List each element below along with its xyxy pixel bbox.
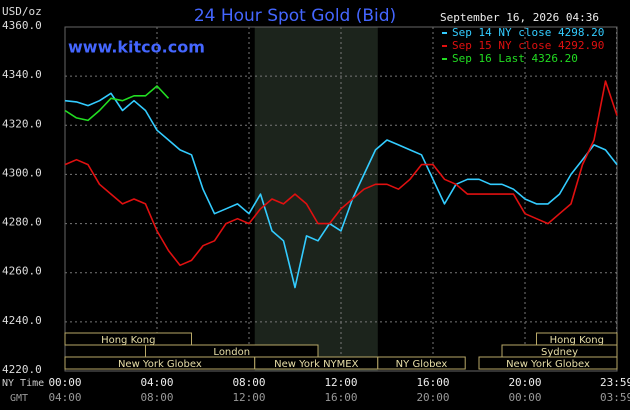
x2-tick-label: 04:00 bbox=[48, 391, 81, 404]
x-tick-label: 20:00 bbox=[508, 376, 541, 389]
y-axis-label: USD/oz bbox=[2, 5, 42, 18]
y-tick-label: 4260.0 bbox=[2, 265, 42, 278]
legend-swatch bbox=[442, 32, 447, 34]
session-box bbox=[478, 356, 618, 370]
session-label: Hong Kong bbox=[101, 335, 155, 346]
shaded-region bbox=[254, 27, 378, 371]
plot-background bbox=[64, 26, 618, 372]
x-tick-label: 12:00 bbox=[324, 376, 357, 389]
x2-tick-label: 12:00 bbox=[232, 391, 265, 404]
series-line bbox=[64, 92, 618, 289]
session-label: NY Globex bbox=[396, 359, 448, 370]
x2-tick-label: 08:00 bbox=[140, 391, 173, 404]
session-label: New York NYMEX bbox=[274, 359, 359, 370]
y-tick-label: 4280.0 bbox=[2, 216, 42, 229]
y-tick-label: 4360.0 bbox=[2, 19, 42, 32]
x2-tick-label: 20:00 bbox=[416, 391, 449, 404]
series-line bbox=[64, 85, 170, 122]
legend-label: Sep 14 NY close 4298.20 bbox=[452, 26, 604, 39]
timestamp: September 16, 2026 04:36 bbox=[440, 11, 599, 24]
legend-label: Sep 16 Last 4326.20 bbox=[452, 52, 578, 65]
x2-tick-label: 00:00 bbox=[508, 391, 541, 404]
session-label: New York Globex bbox=[118, 359, 202, 370]
site-url: www.kitco.com bbox=[68, 38, 205, 57]
legend-swatch bbox=[442, 45, 447, 47]
x-tick-label: 08:00 bbox=[232, 376, 265, 389]
x-axis-label: NY Time bbox=[2, 378, 44, 389]
x-tick-label: 16:00 bbox=[416, 376, 449, 389]
session-label: Hong Kong bbox=[550, 335, 604, 346]
y-tick-label: 4320.0 bbox=[2, 117, 42, 130]
y-tick-label: 4240.0 bbox=[2, 314, 42, 327]
x2-axis-label: GMT bbox=[10, 393, 28, 404]
session-box bbox=[64, 332, 192, 346]
session-label: New York Globex bbox=[506, 359, 590, 370]
legend-swatch bbox=[442, 58, 447, 60]
session-label: Sydney bbox=[541, 347, 578, 358]
series-line bbox=[64, 80, 618, 267]
x2-tick-label: 03:59 bbox=[600, 391, 630, 404]
x-tick-label: 04:00 bbox=[140, 376, 173, 389]
y-tick-label: 4340.0 bbox=[2, 68, 42, 81]
x-tick-label: 00:00 bbox=[48, 376, 81, 389]
legend-label: Sep 15 NY close 4292.90 bbox=[452, 39, 604, 52]
y-tick-label: 4300.0 bbox=[2, 166, 42, 179]
plot-frame bbox=[64, 26, 618, 372]
x2-tick-label: 16:00 bbox=[324, 391, 357, 404]
session-label: London bbox=[213, 347, 250, 358]
session-box bbox=[377, 356, 466, 370]
y-tick-label: 4220.0 bbox=[2, 363, 42, 376]
x-tick-label: 23:59 bbox=[600, 376, 630, 389]
chart-title: 24 Hour Spot Gold (Bid) bbox=[194, 6, 396, 26]
